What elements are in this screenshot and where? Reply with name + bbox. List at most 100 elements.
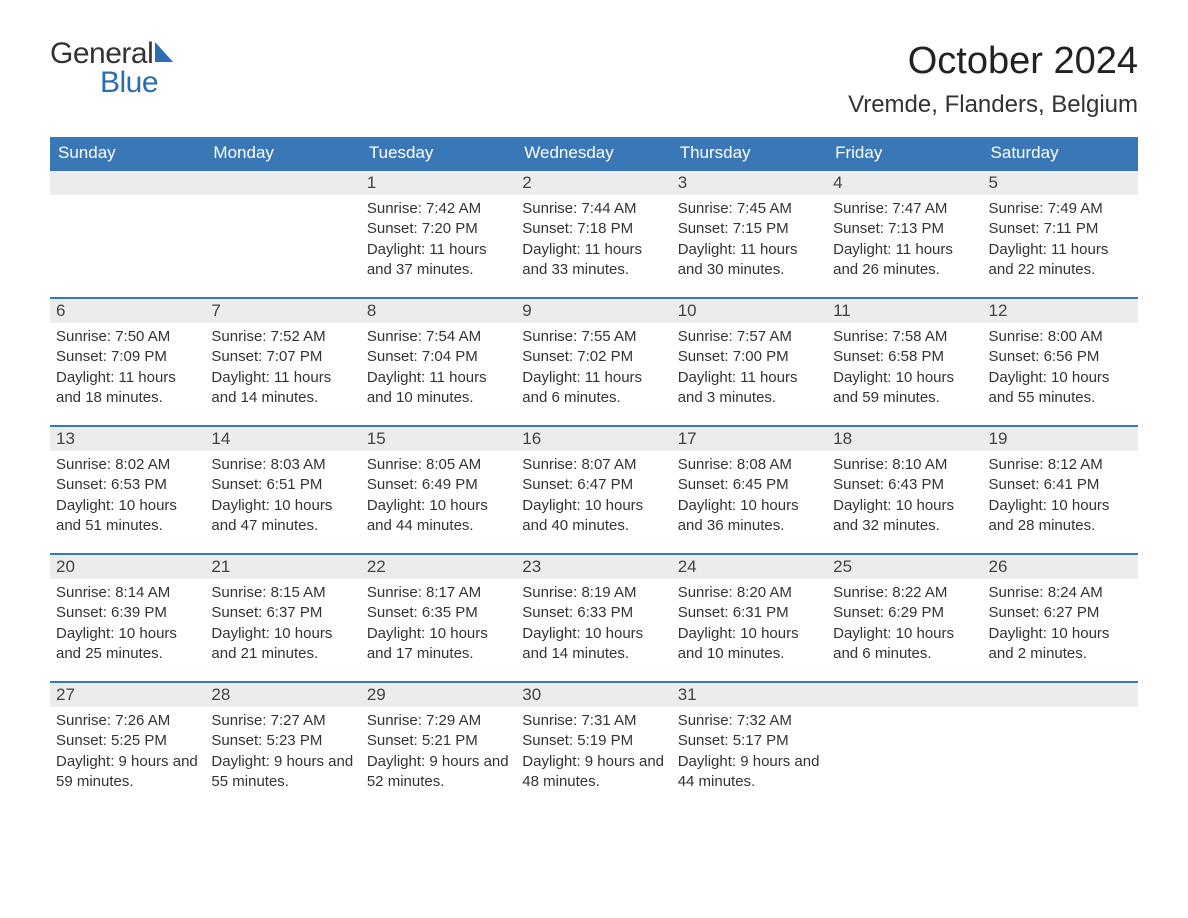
title-block: October 2024 Vremde, Flanders, Belgium bbox=[848, 40, 1138, 119]
day-number: 24 bbox=[672, 553, 827, 579]
logo-text-bottom: Blue bbox=[50, 69, 181, 98]
day-body: Sunrise: 8:12 AMSunset: 6:41 PMDaylight:… bbox=[983, 453, 1138, 542]
calendar-week-row: 13Sunrise: 8:02 AMSunset: 6:53 PMDayligh… bbox=[50, 425, 1138, 553]
calendar-day-cell: 4Sunrise: 7:47 AMSunset: 7:13 PMDaylight… bbox=[827, 169, 982, 297]
calendar-day-cell: 31Sunrise: 7:32 AMSunset: 5:17 PMDayligh… bbox=[672, 681, 827, 809]
day-body: Sunrise: 7:52 AMSunset: 7:07 PMDaylight:… bbox=[205, 325, 360, 414]
day-body: Sunrise: 8:19 AMSunset: 6:33 PMDaylight:… bbox=[516, 581, 671, 670]
calendar-day-cell: 20Sunrise: 8:14 AMSunset: 6:39 PMDayligh… bbox=[50, 553, 205, 681]
calendar-day-cell: 28Sunrise: 7:27 AMSunset: 5:23 PMDayligh… bbox=[205, 681, 360, 809]
day-body: Sunrise: 8:22 AMSunset: 6:29 PMDaylight:… bbox=[827, 581, 982, 670]
calendar-day-cell: 29Sunrise: 7:29 AMSunset: 5:21 PMDayligh… bbox=[361, 681, 516, 809]
calendar-day-cell: 25Sunrise: 8:22 AMSunset: 6:29 PMDayligh… bbox=[827, 553, 982, 681]
calendar-day-cell: 17Sunrise: 8:08 AMSunset: 6:45 PMDayligh… bbox=[672, 425, 827, 553]
weekday-header-row: SundayMondayTuesdayWednesdayThursdayFrid… bbox=[50, 137, 1138, 169]
day-number: 29 bbox=[361, 681, 516, 707]
calendar-week-row: 6Sunrise: 7:50 AMSunset: 7:09 PMDaylight… bbox=[50, 297, 1138, 425]
day-body: Sunrise: 7:44 AMSunset: 7:18 PMDaylight:… bbox=[516, 197, 671, 286]
day-body: Sunrise: 7:49 AMSunset: 7:11 PMDaylight:… bbox=[983, 197, 1138, 286]
day-body: Sunrise: 8:14 AMSunset: 6:39 PMDaylight:… bbox=[50, 581, 205, 670]
day-number: 11 bbox=[827, 297, 982, 323]
weekday-header: Tuesday bbox=[361, 137, 516, 169]
weekday-header: Sunday bbox=[50, 137, 205, 169]
location: Vremde, Flanders, Belgium bbox=[848, 91, 1138, 119]
calendar-day-cell: 6Sunrise: 7:50 AMSunset: 7:09 PMDaylight… bbox=[50, 297, 205, 425]
day-number: 15 bbox=[361, 425, 516, 451]
calendar-week-row: 1Sunrise: 7:42 AMSunset: 7:20 PMDaylight… bbox=[50, 169, 1138, 297]
logo-sail-icon bbox=[155, 40, 181, 65]
day-body: Sunrise: 8:17 AMSunset: 6:35 PMDaylight:… bbox=[361, 581, 516, 670]
day-number: 20 bbox=[50, 553, 205, 579]
calendar-day-cell: 5Sunrise: 7:49 AMSunset: 7:11 PMDaylight… bbox=[983, 169, 1138, 297]
day-body: Sunrise: 7:50 AMSunset: 7:09 PMDaylight:… bbox=[50, 325, 205, 414]
calendar-day-cell: 13Sunrise: 8:02 AMSunset: 6:53 PMDayligh… bbox=[50, 425, 205, 553]
weekday-header: Saturday bbox=[983, 137, 1138, 169]
day-body: Sunrise: 7:45 AMSunset: 7:15 PMDaylight:… bbox=[672, 197, 827, 286]
calendar-day-cell: 2Sunrise: 7:44 AMSunset: 7:18 PMDaylight… bbox=[516, 169, 671, 297]
calendar-day-cell: 27Sunrise: 7:26 AMSunset: 5:25 PMDayligh… bbox=[50, 681, 205, 809]
day-number: 23 bbox=[516, 553, 671, 579]
day-number: 25 bbox=[827, 553, 982, 579]
weekday-header: Monday bbox=[205, 137, 360, 169]
day-body: Sunrise: 8:03 AMSunset: 6:51 PMDaylight:… bbox=[205, 453, 360, 542]
calendar-week-row: 27Sunrise: 7:26 AMSunset: 5:25 PMDayligh… bbox=[50, 681, 1138, 809]
day-number: 10 bbox=[672, 297, 827, 323]
day-number: 3 bbox=[672, 169, 827, 195]
month-title: October 2024 bbox=[848, 40, 1138, 83]
day-number: 4 bbox=[827, 169, 982, 195]
day-body: Sunrise: 7:32 AMSunset: 5:17 PMDaylight:… bbox=[672, 709, 827, 798]
calendar-day-cell: 14Sunrise: 8:03 AMSunset: 6:51 PMDayligh… bbox=[205, 425, 360, 553]
calendar-day-cell: 26Sunrise: 8:24 AMSunset: 6:27 PMDayligh… bbox=[983, 553, 1138, 681]
day-body: Sunrise: 8:24 AMSunset: 6:27 PMDaylight:… bbox=[983, 581, 1138, 670]
day-number bbox=[50, 169, 205, 195]
day-number: 9 bbox=[516, 297, 671, 323]
day-number: 2 bbox=[516, 169, 671, 195]
day-body: Sunrise: 8:00 AMSunset: 6:56 PMDaylight:… bbox=[983, 325, 1138, 414]
day-number: 8 bbox=[361, 297, 516, 323]
calendar-week-row: 20Sunrise: 8:14 AMSunset: 6:39 PMDayligh… bbox=[50, 553, 1138, 681]
calendar-day-cell bbox=[983, 681, 1138, 809]
day-number: 1 bbox=[361, 169, 516, 195]
day-number: 6 bbox=[50, 297, 205, 323]
logo: General Blue bbox=[50, 40, 181, 97]
day-body: Sunrise: 8:02 AMSunset: 6:53 PMDaylight:… bbox=[50, 453, 205, 542]
weekday-header: Friday bbox=[827, 137, 982, 169]
calendar-day-cell: 16Sunrise: 8:07 AMSunset: 6:47 PMDayligh… bbox=[516, 425, 671, 553]
day-number: 17 bbox=[672, 425, 827, 451]
calendar-day-cell: 18Sunrise: 8:10 AMSunset: 6:43 PMDayligh… bbox=[827, 425, 982, 553]
calendar-day-cell: 22Sunrise: 8:17 AMSunset: 6:35 PMDayligh… bbox=[361, 553, 516, 681]
day-body: Sunrise: 8:20 AMSunset: 6:31 PMDaylight:… bbox=[672, 581, 827, 670]
day-body: Sunrise: 7:29 AMSunset: 5:21 PMDaylight:… bbox=[361, 709, 516, 798]
calendar-day-cell: 7Sunrise: 7:52 AMSunset: 7:07 PMDaylight… bbox=[205, 297, 360, 425]
day-body: Sunrise: 8:05 AMSunset: 6:49 PMDaylight:… bbox=[361, 453, 516, 542]
day-number: 12 bbox=[983, 297, 1138, 323]
day-number: 14 bbox=[205, 425, 360, 451]
calendar-day-cell bbox=[827, 681, 982, 809]
day-number: 22 bbox=[361, 553, 516, 579]
day-number bbox=[205, 169, 360, 195]
calendar-day-cell: 8Sunrise: 7:54 AMSunset: 7:04 PMDaylight… bbox=[361, 297, 516, 425]
day-body: Sunrise: 7:47 AMSunset: 7:13 PMDaylight:… bbox=[827, 197, 982, 286]
day-body: Sunrise: 7:55 AMSunset: 7:02 PMDaylight:… bbox=[516, 325, 671, 414]
day-number: 13 bbox=[50, 425, 205, 451]
day-body: Sunrise: 8:10 AMSunset: 6:43 PMDaylight:… bbox=[827, 453, 982, 542]
calendar-day-cell bbox=[50, 169, 205, 297]
calendar-day-cell: 1Sunrise: 7:42 AMSunset: 7:20 PMDaylight… bbox=[361, 169, 516, 297]
calendar-day-cell: 24Sunrise: 8:20 AMSunset: 6:31 PMDayligh… bbox=[672, 553, 827, 681]
day-number: 18 bbox=[827, 425, 982, 451]
day-number: 28 bbox=[205, 681, 360, 707]
calendar-day-cell: 30Sunrise: 7:31 AMSunset: 5:19 PMDayligh… bbox=[516, 681, 671, 809]
calendar-day-cell: 9Sunrise: 7:55 AMSunset: 7:02 PMDaylight… bbox=[516, 297, 671, 425]
day-number: 31 bbox=[672, 681, 827, 707]
calendar-day-cell: 12Sunrise: 8:00 AMSunset: 6:56 PMDayligh… bbox=[983, 297, 1138, 425]
day-number: 26 bbox=[983, 553, 1138, 579]
weekday-header: Thursday bbox=[672, 137, 827, 169]
calendar-day-cell: 19Sunrise: 8:12 AMSunset: 6:41 PMDayligh… bbox=[983, 425, 1138, 553]
day-body: Sunrise: 7:31 AMSunset: 5:19 PMDaylight:… bbox=[516, 709, 671, 798]
weekday-header: Wednesday bbox=[516, 137, 671, 169]
day-number: 30 bbox=[516, 681, 671, 707]
day-body: Sunrise: 7:27 AMSunset: 5:23 PMDaylight:… bbox=[205, 709, 360, 798]
calendar-day-cell: 11Sunrise: 7:58 AMSunset: 6:58 PMDayligh… bbox=[827, 297, 982, 425]
day-number: 7 bbox=[205, 297, 360, 323]
calendar-day-cell bbox=[205, 169, 360, 297]
